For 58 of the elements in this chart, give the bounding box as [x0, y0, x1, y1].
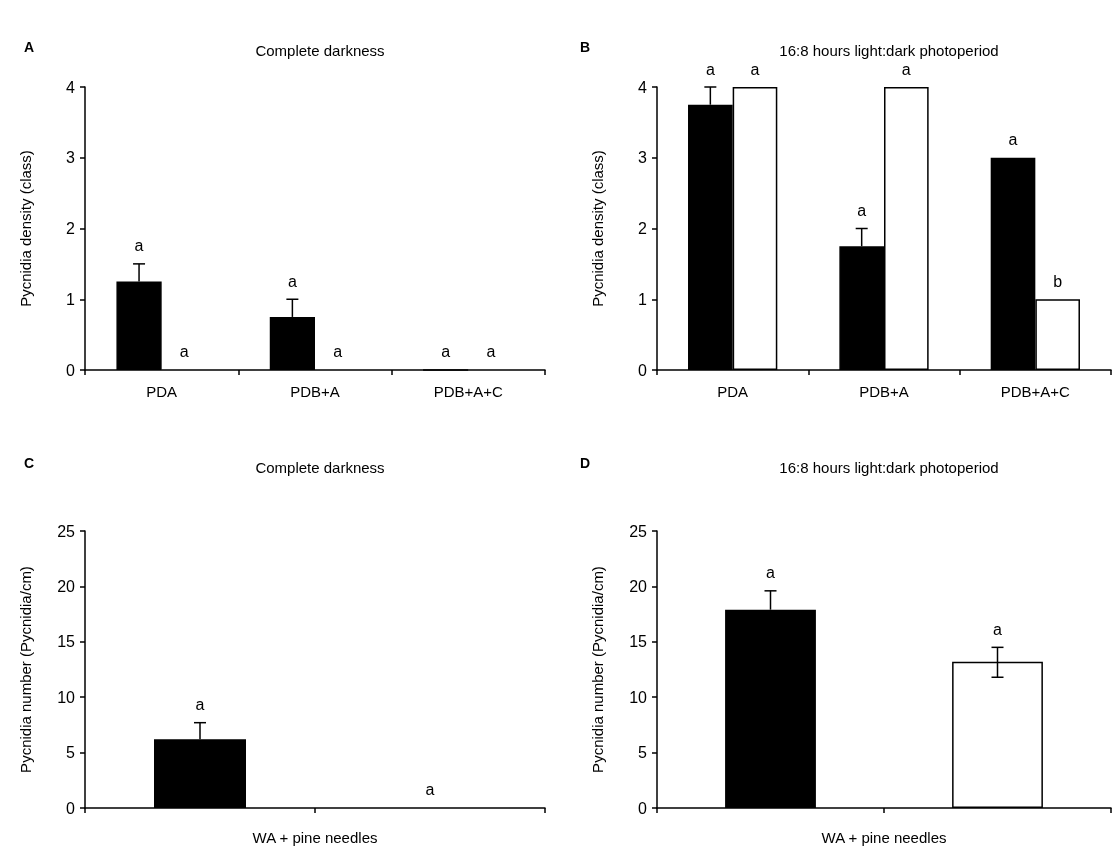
y-tick-label: 15 — [629, 633, 648, 651]
chart-title: 16:8 hours light:dark photoperiod — [779, 459, 999, 476]
text: B — [580, 39, 591, 55]
data-label: a — [134, 237, 144, 255]
data-label: a — [287, 272, 297, 290]
y-tick-label: 3 — [638, 149, 648, 167]
x-tick-label: PDB+A+C — [1000, 383, 1071, 400]
x-tick-label: PDA — [146, 383, 178, 400]
data-label: a — [750, 60, 760, 78]
y-tick-label: 25 — [629, 522, 648, 540]
x-axis-title: WA + pine needles — [821, 829, 947, 846]
y-tick-label: 10 — [629, 688, 648, 706]
data-label: a — [425, 781, 435, 798]
y-tick-label: 4 — [66, 78, 76, 96]
data-label: a — [857, 202, 867, 219]
text: C — [24, 455, 35, 471]
x-tick-label: PDB+A+C — [433, 383, 504, 400]
y-tick-label: 0 — [66, 361, 76, 379]
y-tick-label: 4 — [638, 78, 648, 96]
data-label: a — [1008, 131, 1018, 149]
data-label: a — [901, 60, 911, 78]
y-tick-label: 10 — [57, 688, 76, 706]
chart-title: 16:8 hours light:dark photoperiod — [779, 42, 999, 59]
y-tick-label: 2 — [638, 220, 648, 237]
y-tick-label: 1 — [66, 290, 76, 308]
data-label: a — [195, 696, 205, 714]
data-label: b — [1053, 272, 1063, 290]
y-axis-title: Pycnidia number (Pycnidia/cm) — [17, 566, 34, 773]
text: A — [24, 39, 35, 55]
data-label: a — [993, 620, 1003, 638]
y-tick-label: 0 — [66, 799, 76, 817]
x-tick-label: PDB+A — [290, 383, 340, 400]
y-tick-label: 20 — [57, 577, 76, 595]
x-tick-label: PDA — [717, 383, 749, 400]
x-axis-title: WA + pine needles — [252, 829, 378, 846]
y-tick-label: 5 — [66, 744, 76, 762]
y-axis-title: Pycnidia density (class) — [17, 150, 34, 307]
y-tick-label: 5 — [638, 744, 648, 762]
y-axis-title: Pycnidia density (class) — [589, 150, 606, 307]
y-tick-label: 20 — [629, 577, 648, 595]
data-label: a — [486, 343, 496, 360]
chart-title: Complete darkness — [255, 42, 385, 59]
y-tick-label: 0 — [638, 361, 648, 379]
chart-title: Complete darkness — [255, 459, 385, 476]
data-label: a — [705, 60, 715, 78]
data-label: a — [179, 343, 189, 360]
y-tick-label: 2 — [66, 220, 76, 237]
y-tick-label: 25 — [57, 522, 76, 540]
y-axis-title: Pycnidia number (Pycnidia/cm) — [589, 566, 606, 773]
data-label: a — [441, 343, 451, 360]
y-tick-label: 1 — [638, 290, 648, 308]
data-label: a — [766, 564, 776, 582]
y-tick-label: 0 — [638, 799, 648, 817]
y-tick-label: 3 — [66, 149, 76, 167]
data-label: a — [333, 343, 343, 360]
text: D — [580, 455, 591, 471]
x-tick-label: PDB+A — [859, 383, 909, 400]
y-tick-label: 15 — [57, 633, 76, 651]
